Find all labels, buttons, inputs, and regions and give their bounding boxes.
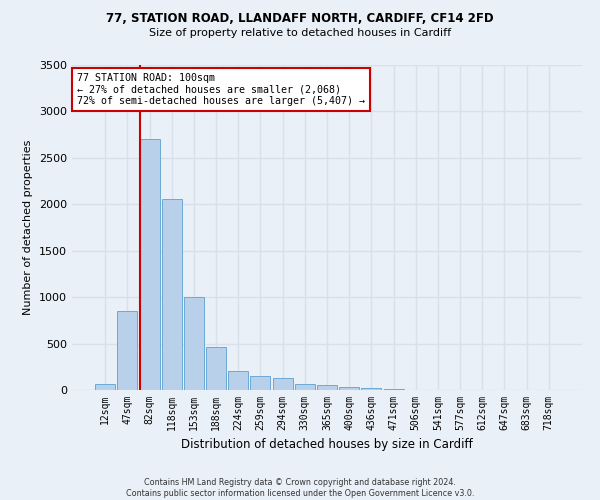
Bar bbox=[206, 348, 226, 390]
Bar bbox=[228, 370, 248, 390]
Text: 77, STATION ROAD, LLANDAFF NORTH, CARDIFF, CF14 2FD: 77, STATION ROAD, LLANDAFF NORTH, CARDIF… bbox=[106, 12, 494, 26]
Bar bbox=[118, 311, 137, 390]
Bar bbox=[272, 378, 293, 390]
Text: 77 STATION ROAD: 100sqm
← 27% of detached houses are smaller (2,068)
72% of semi: 77 STATION ROAD: 100sqm ← 27% of detache… bbox=[77, 73, 365, 106]
Bar bbox=[295, 384, 315, 390]
Bar bbox=[140, 140, 160, 390]
Bar bbox=[162, 198, 182, 390]
X-axis label: Distribution of detached houses by size in Cardiff: Distribution of detached houses by size … bbox=[181, 438, 473, 452]
Bar bbox=[339, 387, 359, 390]
Bar bbox=[317, 386, 337, 390]
Bar bbox=[184, 297, 204, 390]
Bar bbox=[250, 376, 271, 390]
Text: Size of property relative to detached houses in Cardiff: Size of property relative to detached ho… bbox=[149, 28, 451, 38]
Y-axis label: Number of detached properties: Number of detached properties bbox=[23, 140, 34, 315]
Bar bbox=[95, 384, 115, 390]
Text: Contains HM Land Registry data © Crown copyright and database right 2024.
Contai: Contains HM Land Registry data © Crown c… bbox=[126, 478, 474, 498]
Bar bbox=[383, 389, 404, 390]
Bar bbox=[361, 388, 382, 390]
